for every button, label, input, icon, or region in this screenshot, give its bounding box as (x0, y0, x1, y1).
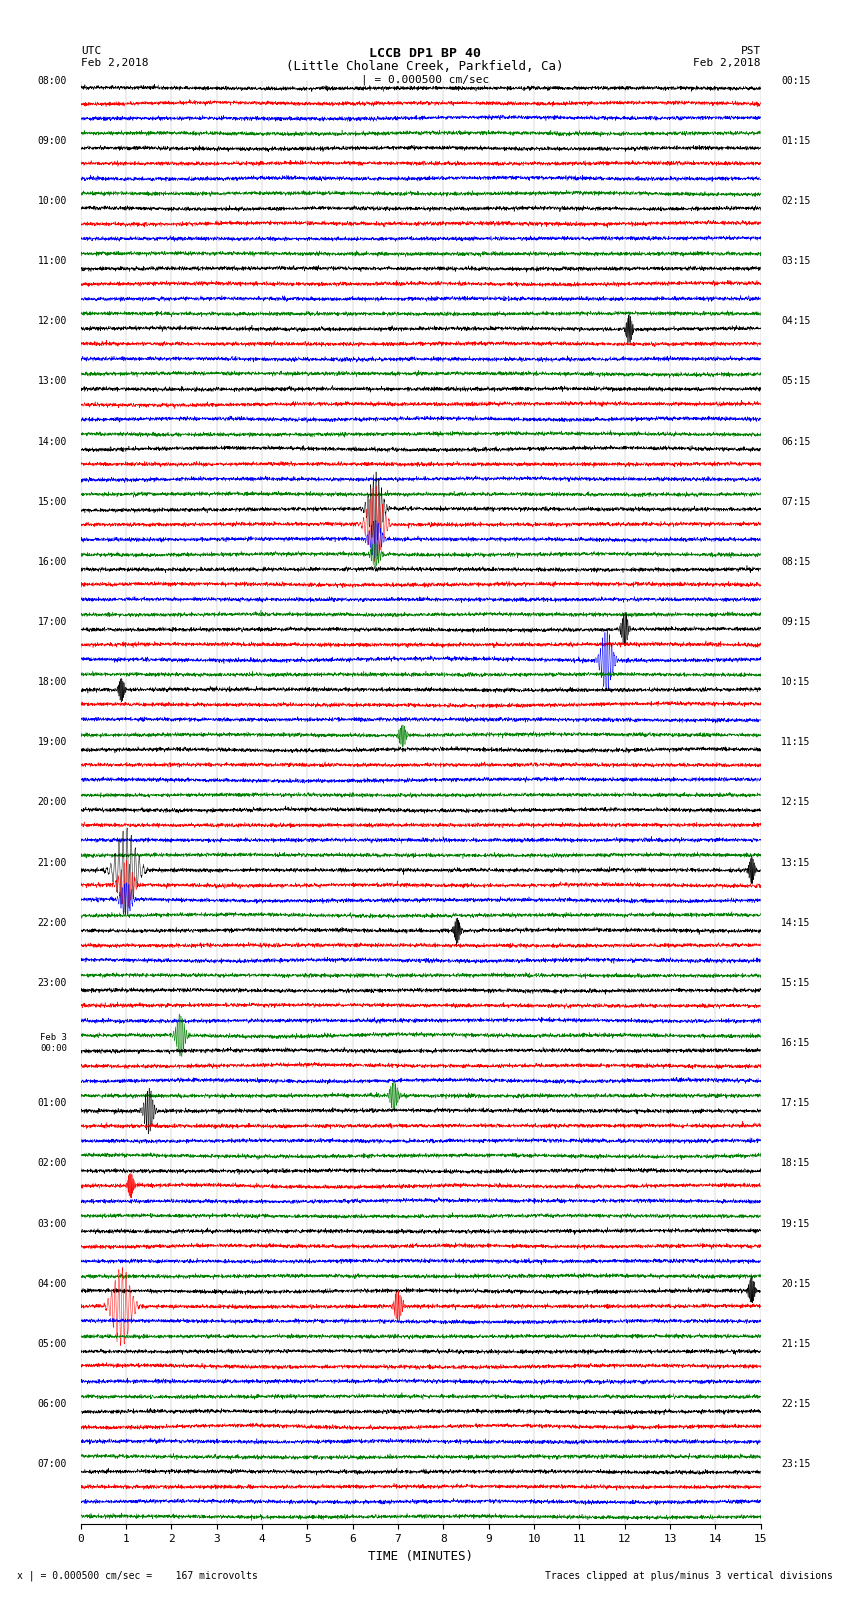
Text: 05:15: 05:15 (781, 376, 811, 387)
Text: 22:15: 22:15 (781, 1398, 811, 1410)
Text: 04:15: 04:15 (781, 316, 811, 326)
Text: 10:00: 10:00 (37, 195, 67, 206)
Text: 21:15: 21:15 (781, 1339, 811, 1348)
Text: PST: PST (740, 47, 761, 56)
Text: 23:15: 23:15 (781, 1460, 811, 1469)
Text: x | = 0.000500 cm/sec =    167 microvolts: x | = 0.000500 cm/sec = 167 microvolts (17, 1569, 258, 1581)
Text: 15:00: 15:00 (37, 497, 67, 506)
Text: Traces clipped at plus/minus 3 vertical divisions: Traces clipped at plus/minus 3 vertical … (545, 1571, 833, 1581)
Text: 01:00: 01:00 (37, 1098, 67, 1108)
Text: 09:15: 09:15 (781, 618, 811, 627)
Text: 15:15: 15:15 (781, 977, 811, 987)
Text: 07:00: 07:00 (37, 1460, 67, 1469)
Text: 11:00: 11:00 (37, 256, 67, 266)
Text: (Little Cholane Creek, Parkfield, Ca): (Little Cholane Creek, Parkfield, Ca) (286, 60, 564, 73)
Text: 13:15: 13:15 (781, 858, 811, 868)
Text: 21:00: 21:00 (37, 858, 67, 868)
Text: LCCB DP1 BP 40: LCCB DP1 BP 40 (369, 47, 481, 60)
Text: 06:15: 06:15 (781, 437, 811, 447)
Text: 12:15: 12:15 (781, 797, 811, 808)
Text: | = 0.000500 cm/sec: | = 0.000500 cm/sec (361, 74, 489, 85)
Text: Feb 2,2018: Feb 2,2018 (81, 58, 148, 68)
Text: 20:15: 20:15 (781, 1279, 811, 1289)
Text: 03:00: 03:00 (37, 1218, 67, 1229)
Text: 07:15: 07:15 (781, 497, 811, 506)
Text: 17:15: 17:15 (781, 1098, 811, 1108)
Text: 09:00: 09:00 (37, 135, 67, 145)
Text: Feb 3
00:00: Feb 3 00:00 (40, 1034, 67, 1053)
Text: 16:00: 16:00 (37, 556, 67, 566)
Text: 14:15: 14:15 (781, 918, 811, 927)
Text: 22:00: 22:00 (37, 918, 67, 927)
Text: 13:00: 13:00 (37, 376, 67, 387)
Text: Feb 2,2018: Feb 2,2018 (694, 58, 761, 68)
Text: 23:00: 23:00 (37, 977, 67, 987)
Text: 11:15: 11:15 (781, 737, 811, 747)
Text: 19:00: 19:00 (37, 737, 67, 747)
Text: 04:00: 04:00 (37, 1279, 67, 1289)
Text: 10:15: 10:15 (781, 677, 811, 687)
Text: 17:00: 17:00 (37, 618, 67, 627)
Text: 18:15: 18:15 (781, 1158, 811, 1168)
Text: 01:15: 01:15 (781, 135, 811, 145)
Text: UTC: UTC (81, 47, 101, 56)
Text: 06:00: 06:00 (37, 1398, 67, 1410)
Text: 03:15: 03:15 (781, 256, 811, 266)
Text: 02:15: 02:15 (781, 195, 811, 206)
Text: 12:00: 12:00 (37, 316, 67, 326)
Text: 16:15: 16:15 (781, 1039, 811, 1048)
Text: 08:15: 08:15 (781, 556, 811, 566)
Text: 02:00: 02:00 (37, 1158, 67, 1168)
Text: 19:15: 19:15 (781, 1218, 811, 1229)
Text: 18:00: 18:00 (37, 677, 67, 687)
Text: 00:15: 00:15 (781, 76, 811, 85)
Text: 20:00: 20:00 (37, 797, 67, 808)
Text: 14:00: 14:00 (37, 437, 67, 447)
Text: 08:00: 08:00 (37, 76, 67, 85)
Text: 05:00: 05:00 (37, 1339, 67, 1348)
X-axis label: TIME (MINUTES): TIME (MINUTES) (368, 1550, 473, 1563)
